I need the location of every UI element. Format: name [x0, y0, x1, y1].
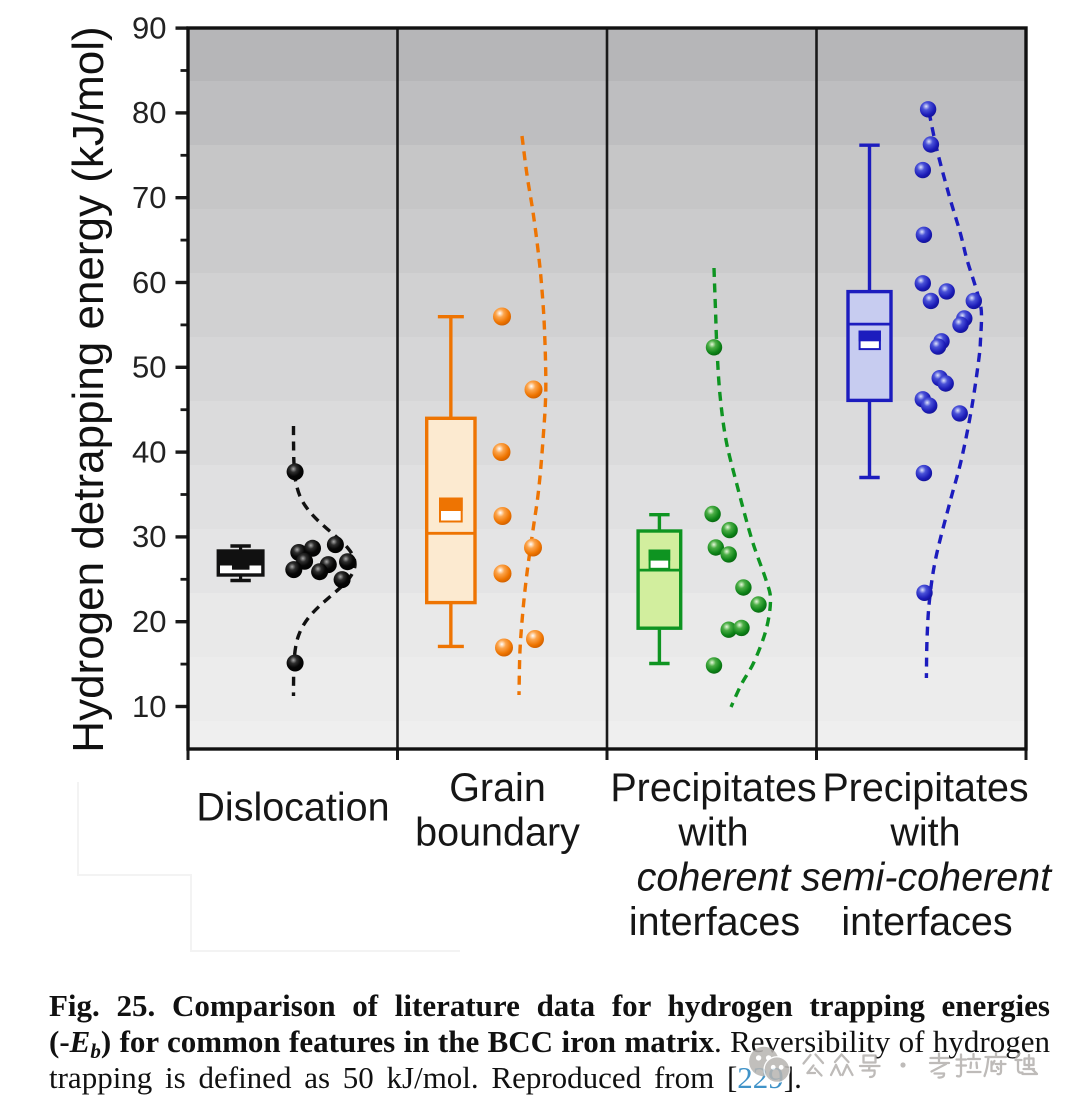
svg-text:40: 40 — [132, 434, 166, 469]
svg-text:70: 70 — [132, 180, 166, 215]
svg-text:interfaces: interfaces — [841, 900, 1012, 944]
svg-text:interfaces: interfaces — [629, 900, 800, 944]
svg-text:90: 90 — [132, 10, 166, 45]
svg-text:boundary: boundary — [415, 811, 580, 855]
svg-text:Grain: Grain — [449, 766, 546, 810]
svg-text:Dislocation: Dislocation — [196, 786, 389, 830]
svg-text:coherent: coherent — [637, 856, 793, 900]
svg-text:60: 60 — [132, 265, 166, 300]
svg-text:with: with — [677, 811, 748, 855]
svg-text:80: 80 — [132, 95, 166, 130]
svg-text:Hydrogen detrapping energy (kJ: Hydrogen detrapping energy (kJ/mol) — [64, 26, 113, 752]
svg-text:semi-coherent: semi-coherent — [801, 856, 1053, 900]
svg-text:Precipitates: Precipitates — [822, 766, 1028, 810]
svg-text:50: 50 — [132, 350, 166, 385]
svg-text:Precipitates: Precipitates — [610, 766, 816, 810]
svg-text:20: 20 — [132, 604, 166, 639]
svg-text:10: 10 — [132, 689, 166, 724]
svg-text:30: 30 — [132, 519, 166, 554]
svg-text:with: with — [889, 811, 960, 855]
